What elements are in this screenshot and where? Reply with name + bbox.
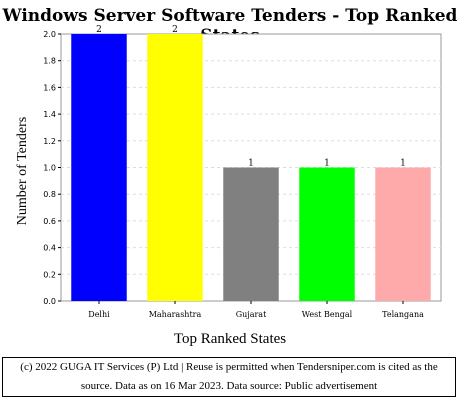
- data-label: 1: [324, 159, 330, 169]
- x-tick-label: Telangana: [382, 310, 424, 319]
- data-label: 1: [400, 159, 406, 169]
- footer-line-2: source. Data as on 16 Mar 2023. Data sou…: [80, 380, 378, 392]
- bar-gujarat: [223, 167, 279, 301]
- x-tick-label: Delhi: [88, 310, 110, 319]
- x-tick-label: Gujarat: [236, 310, 267, 319]
- bar-delhi: [71, 34, 127, 301]
- y-tick-label: 2.0: [43, 30, 56, 39]
- data-label: 1: [248, 159, 254, 169]
- bar-west-bengal: [299, 167, 355, 301]
- x-tick-label: Maharashtra: [149, 310, 202, 319]
- y-tick-label: 1.8: [43, 57, 56, 66]
- x-axis-label: Top Ranked States: [173, 331, 287, 347]
- y-tick-label: 0.0: [43, 297, 56, 306]
- footer-line-1: (c) 2022 GUGA IT Services (P) Ltd | Reus…: [20, 361, 438, 373]
- y-tick-label: 1.2: [43, 137, 56, 146]
- data-label: 2: [172, 25, 178, 35]
- y-tick-label: 0.6: [43, 217, 56, 226]
- bar-telangana: [375, 167, 431, 301]
- y-tick-label: 1.4: [43, 110, 56, 119]
- bar-maharashtra: [147, 34, 203, 301]
- data-label: 2: [96, 25, 102, 35]
- y-tick-label: 0.4: [43, 244, 56, 253]
- x-tick-label: West Bengal: [302, 310, 353, 319]
- y-tick-label: 0.2: [43, 270, 56, 279]
- y-tick-label: 1.0: [43, 164, 56, 173]
- y-tick-label: 1.6: [43, 83, 56, 92]
- y-tick-label: 0.8: [43, 190, 56, 199]
- copyright-footer: (c) 2022 GUGA IT Services (P) Ltd | Reus…: [2, 357, 456, 397]
